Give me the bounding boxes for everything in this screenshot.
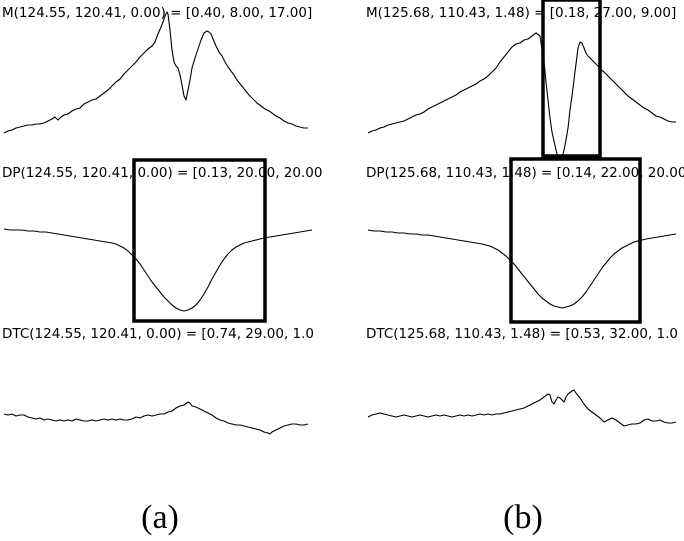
panel-b-dtc-label: DTC(125.68, 110.43, 1.48) = [0.53, 32.00…: [366, 326, 678, 342]
panel-a: M(124.55, 120.41, 0.00) = [0.40, 8.00, 1…: [2, 5, 322, 536]
panel-a-m-label: M(124.55, 120.41, 0.00) = [0.40, 8.00, 1…: [2, 5, 312, 21]
panel-a-dp-curve: [3, 228, 313, 312]
panel-a-m-curve: [3, 11, 308, 134]
panel-a-caption: (a): [141, 499, 179, 536]
panel-a-dtc-label: DTC(124.55, 120.41, 0.00) = [0.74, 29.00…: [2, 326, 314, 342]
panel-b-dtc-curve: [367, 389, 677, 427]
panel-b-m-label: M(125.68, 110.43, 1.48) = [0.18, 27.00, …: [366, 5, 676, 21]
panel-a-dp-label: DP(124.55, 120.41, 0.00) = [0.13, 20.00,…: [2, 165, 322, 181]
panel-b: M(125.68, 110.43, 1.48) = [0.18, 27.00, …: [366, 0, 684, 536]
panel-b-dp-label: DP(125.68, 110.43, 1.48) = [0.14, 22.00,…: [366, 165, 684, 181]
panel-b-dp-curve: [367, 229, 677, 309]
panel-a-dp-window: [132, 158, 267, 323]
panel-b-m-curve: [367, 32, 676, 161]
panel-b-m-window: [541, 0, 602, 158]
panel-a-dtc-curve: [3, 401, 309, 435]
panel-b-caption: (b): [503, 499, 543, 536]
panel-b-dp-window: [509, 157, 642, 324]
